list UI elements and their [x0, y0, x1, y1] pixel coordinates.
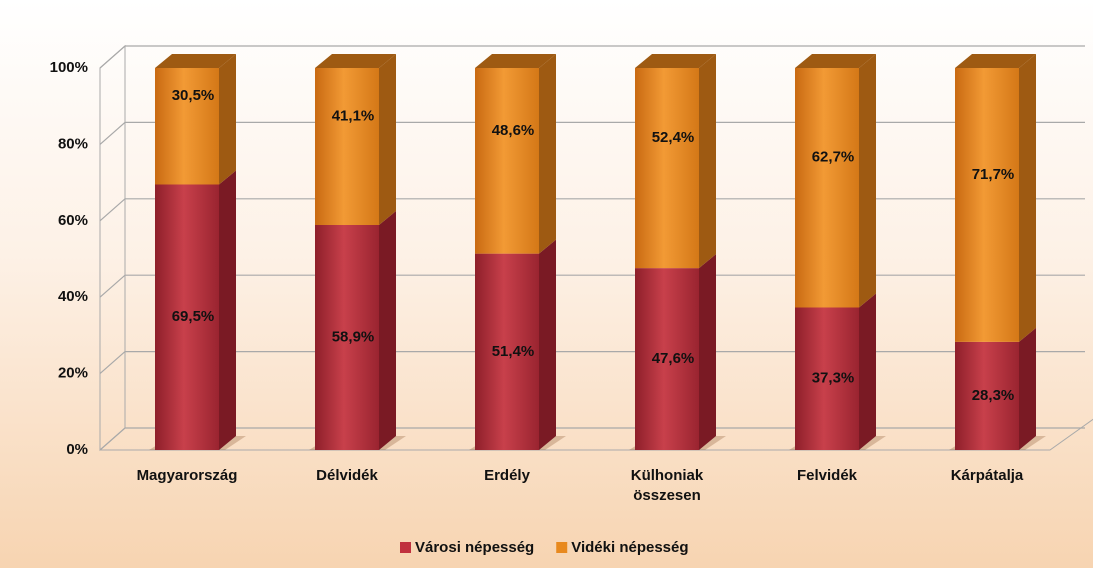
legend-label: Városi népesség [415, 539, 534, 556]
grid-line [99, 121, 1085, 145]
x-tick-label: Külhoniak összesen [630, 467, 704, 504]
value-label: 41,1% [332, 107, 375, 124]
y-tick-label: 100% [50, 59, 88, 76]
legend-swatch [556, 542, 568, 553]
grid-line [99, 45, 1085, 69]
floor-edge [100, 418, 1093, 451]
bar-segment [315, 54, 396, 226]
value-label: 58,9% [332, 328, 375, 345]
value-label: 28,3% [972, 387, 1015, 404]
legend-label: Vidéki népesség [571, 539, 688, 556]
grid-line [99, 198, 1085, 222]
grid-line [99, 351, 1085, 375]
value-label: 71,7% [972, 166, 1015, 183]
value-label: 62,7% [812, 149, 855, 166]
bar-segment [955, 54, 1036, 342]
grid-line [99, 274, 1085, 298]
value-label: 30,5% [172, 87, 215, 104]
bar-segment [475, 54, 556, 254]
x-tick-label: Magyarország [136, 467, 238, 484]
value-label: 51,4% [492, 343, 535, 360]
y-tick-label: 80% [58, 135, 88, 152]
bar-segment [955, 327, 1036, 450]
x-tick-label: Felvidék [796, 467, 858, 484]
y-tick-label: 0% [66, 441, 88, 458]
bar-segment [635, 54, 716, 269]
bar-segment [155, 170, 236, 450]
bar-segment [795, 54, 876, 308]
bar-segment [315, 211, 396, 450]
bar-segment [155, 54, 236, 185]
x-tick-label: Délvidék [316, 467, 378, 484]
bar-segment [475, 239, 556, 450]
bar-segment [635, 254, 716, 450]
value-label: 52,4% [652, 129, 695, 146]
value-label: 47,6% [652, 350, 695, 367]
y-tick-label: 40% [58, 288, 88, 305]
x-tick-label: Kárpátalja [950, 467, 1024, 484]
y-tick-label: 20% [58, 365, 88, 382]
y-tick-label: 60% [58, 212, 88, 229]
bar-segment [795, 293, 876, 450]
value-label: 48,6% [492, 122, 535, 139]
value-label: 37,3% [812, 370, 855, 387]
x-tick-label: Erdély [484, 467, 530, 484]
grid-line [99, 427, 1085, 451]
back-wall [99, 44, 126, 452]
value-label: 69,5% [172, 308, 215, 325]
legend-swatch [400, 542, 411, 553]
